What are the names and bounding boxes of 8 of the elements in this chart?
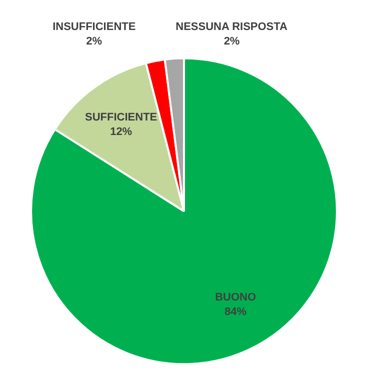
slice-label: SUFFICIENTE — [85, 112, 158, 124]
data-label: 2% — [86, 35, 102, 48]
data-label: 12% — [110, 126, 132, 138]
data-label: 2% — [224, 35, 240, 48]
slice-label: INSUFFICIENTE — [52, 20, 136, 33]
slice-label: BUONO — [215, 292, 256, 304]
slice-label: NESSUNA RISPOSTA — [176, 20, 288, 33]
data-label: 84% — [224, 306, 247, 318]
